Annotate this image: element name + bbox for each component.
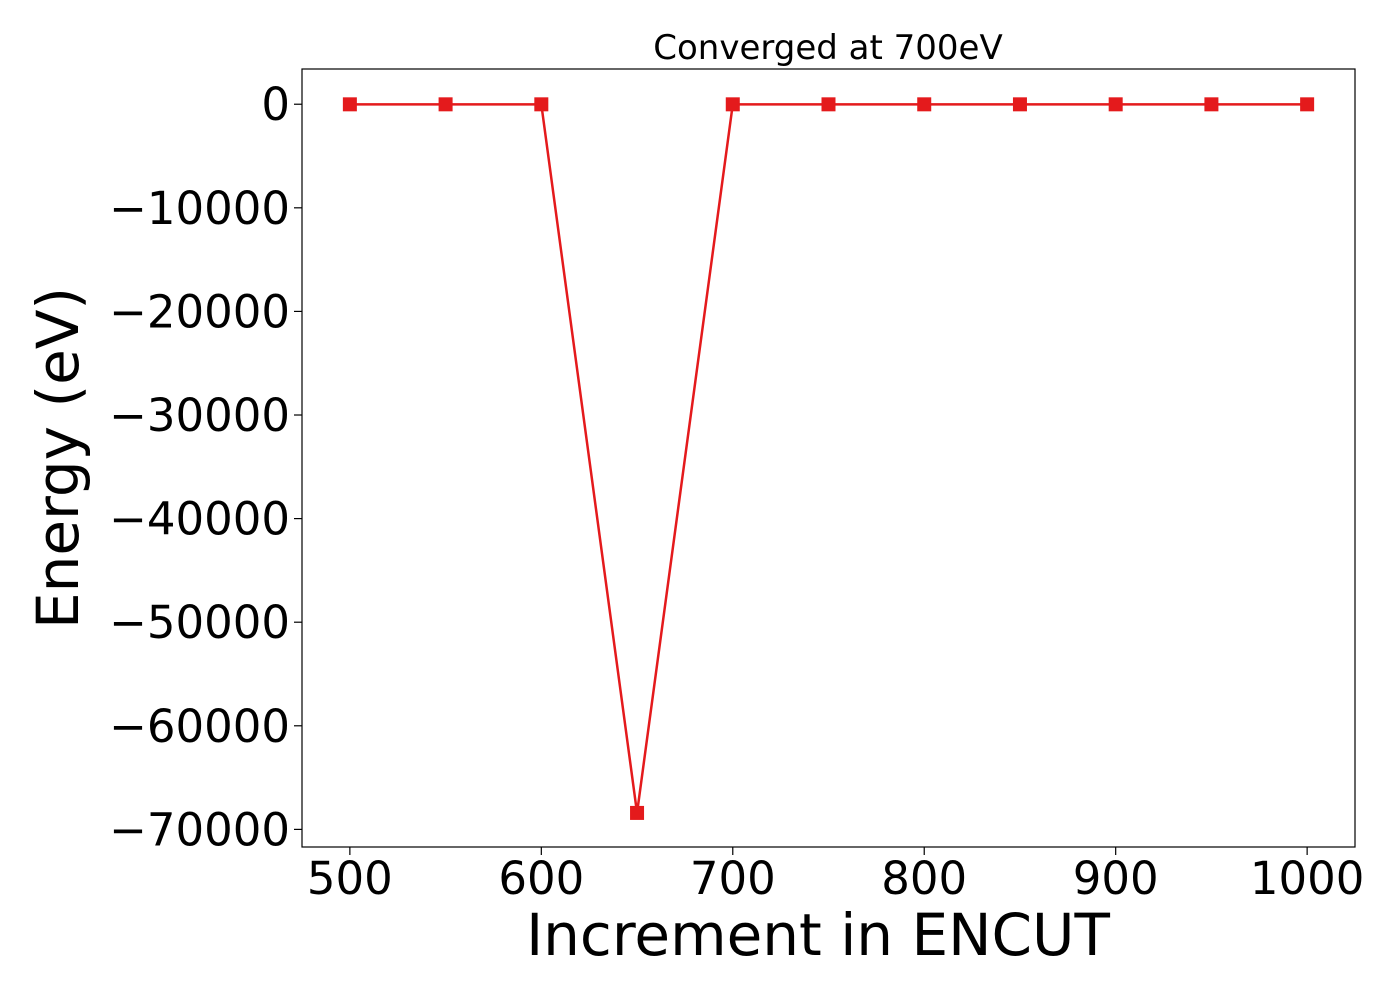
y-tick-label: −50000 — [109, 596, 290, 649]
plot-area-frame — [301, 68, 1356, 848]
data-point-marker — [1300, 97, 1315, 112]
series-layer — [342, 97, 1315, 820]
data-point-marker — [342, 97, 357, 112]
y-tick-label: 0 — [261, 78, 290, 131]
data-point-marker — [725, 97, 740, 112]
chart-title: Converged at 700eV — [653, 28, 1002, 68]
y-tick-label: −40000 — [109, 493, 290, 546]
x-tick-label: 800 — [881, 852, 967, 905]
x-axis-ticks: 500 600 700 800 900 1000 — [307, 847, 1364, 905]
data-point-marker — [630, 805, 645, 820]
x-tick-label: 500 — [307, 852, 393, 905]
data-point-marker — [917, 97, 932, 112]
y-tick-label: −20000 — [109, 285, 290, 338]
y-tick-label: −10000 — [109, 182, 290, 235]
y-tick-label: −30000 — [109, 389, 290, 442]
data-point-marker — [1108, 97, 1123, 112]
x-tick-label: 900 — [1073, 852, 1159, 905]
y-axis-ticks: 0 −10000 −20000 −30000 −40000 −50000 −60000 −70… — [109, 78, 302, 856]
x-tick-label: 700 — [690, 852, 776, 905]
y-tick-label: −60000 — [109, 700, 290, 753]
series-line — [349, 103, 1308, 814]
x-axis-title: Increment in ENCUT — [526, 901, 1110, 969]
x-tick-label: 1000 — [1250, 852, 1365, 905]
x-tick-label: 600 — [498, 852, 584, 905]
data-point-marker — [821, 97, 836, 112]
y-tick-label: −70000 — [109, 803, 290, 856]
data-point-marker — [438, 97, 453, 112]
data-point-marker — [534, 97, 549, 112]
data-point-marker — [1012, 97, 1027, 112]
y-axis-title: Energy (eV) — [24, 287, 92, 629]
data-point-marker — [1204, 97, 1219, 112]
